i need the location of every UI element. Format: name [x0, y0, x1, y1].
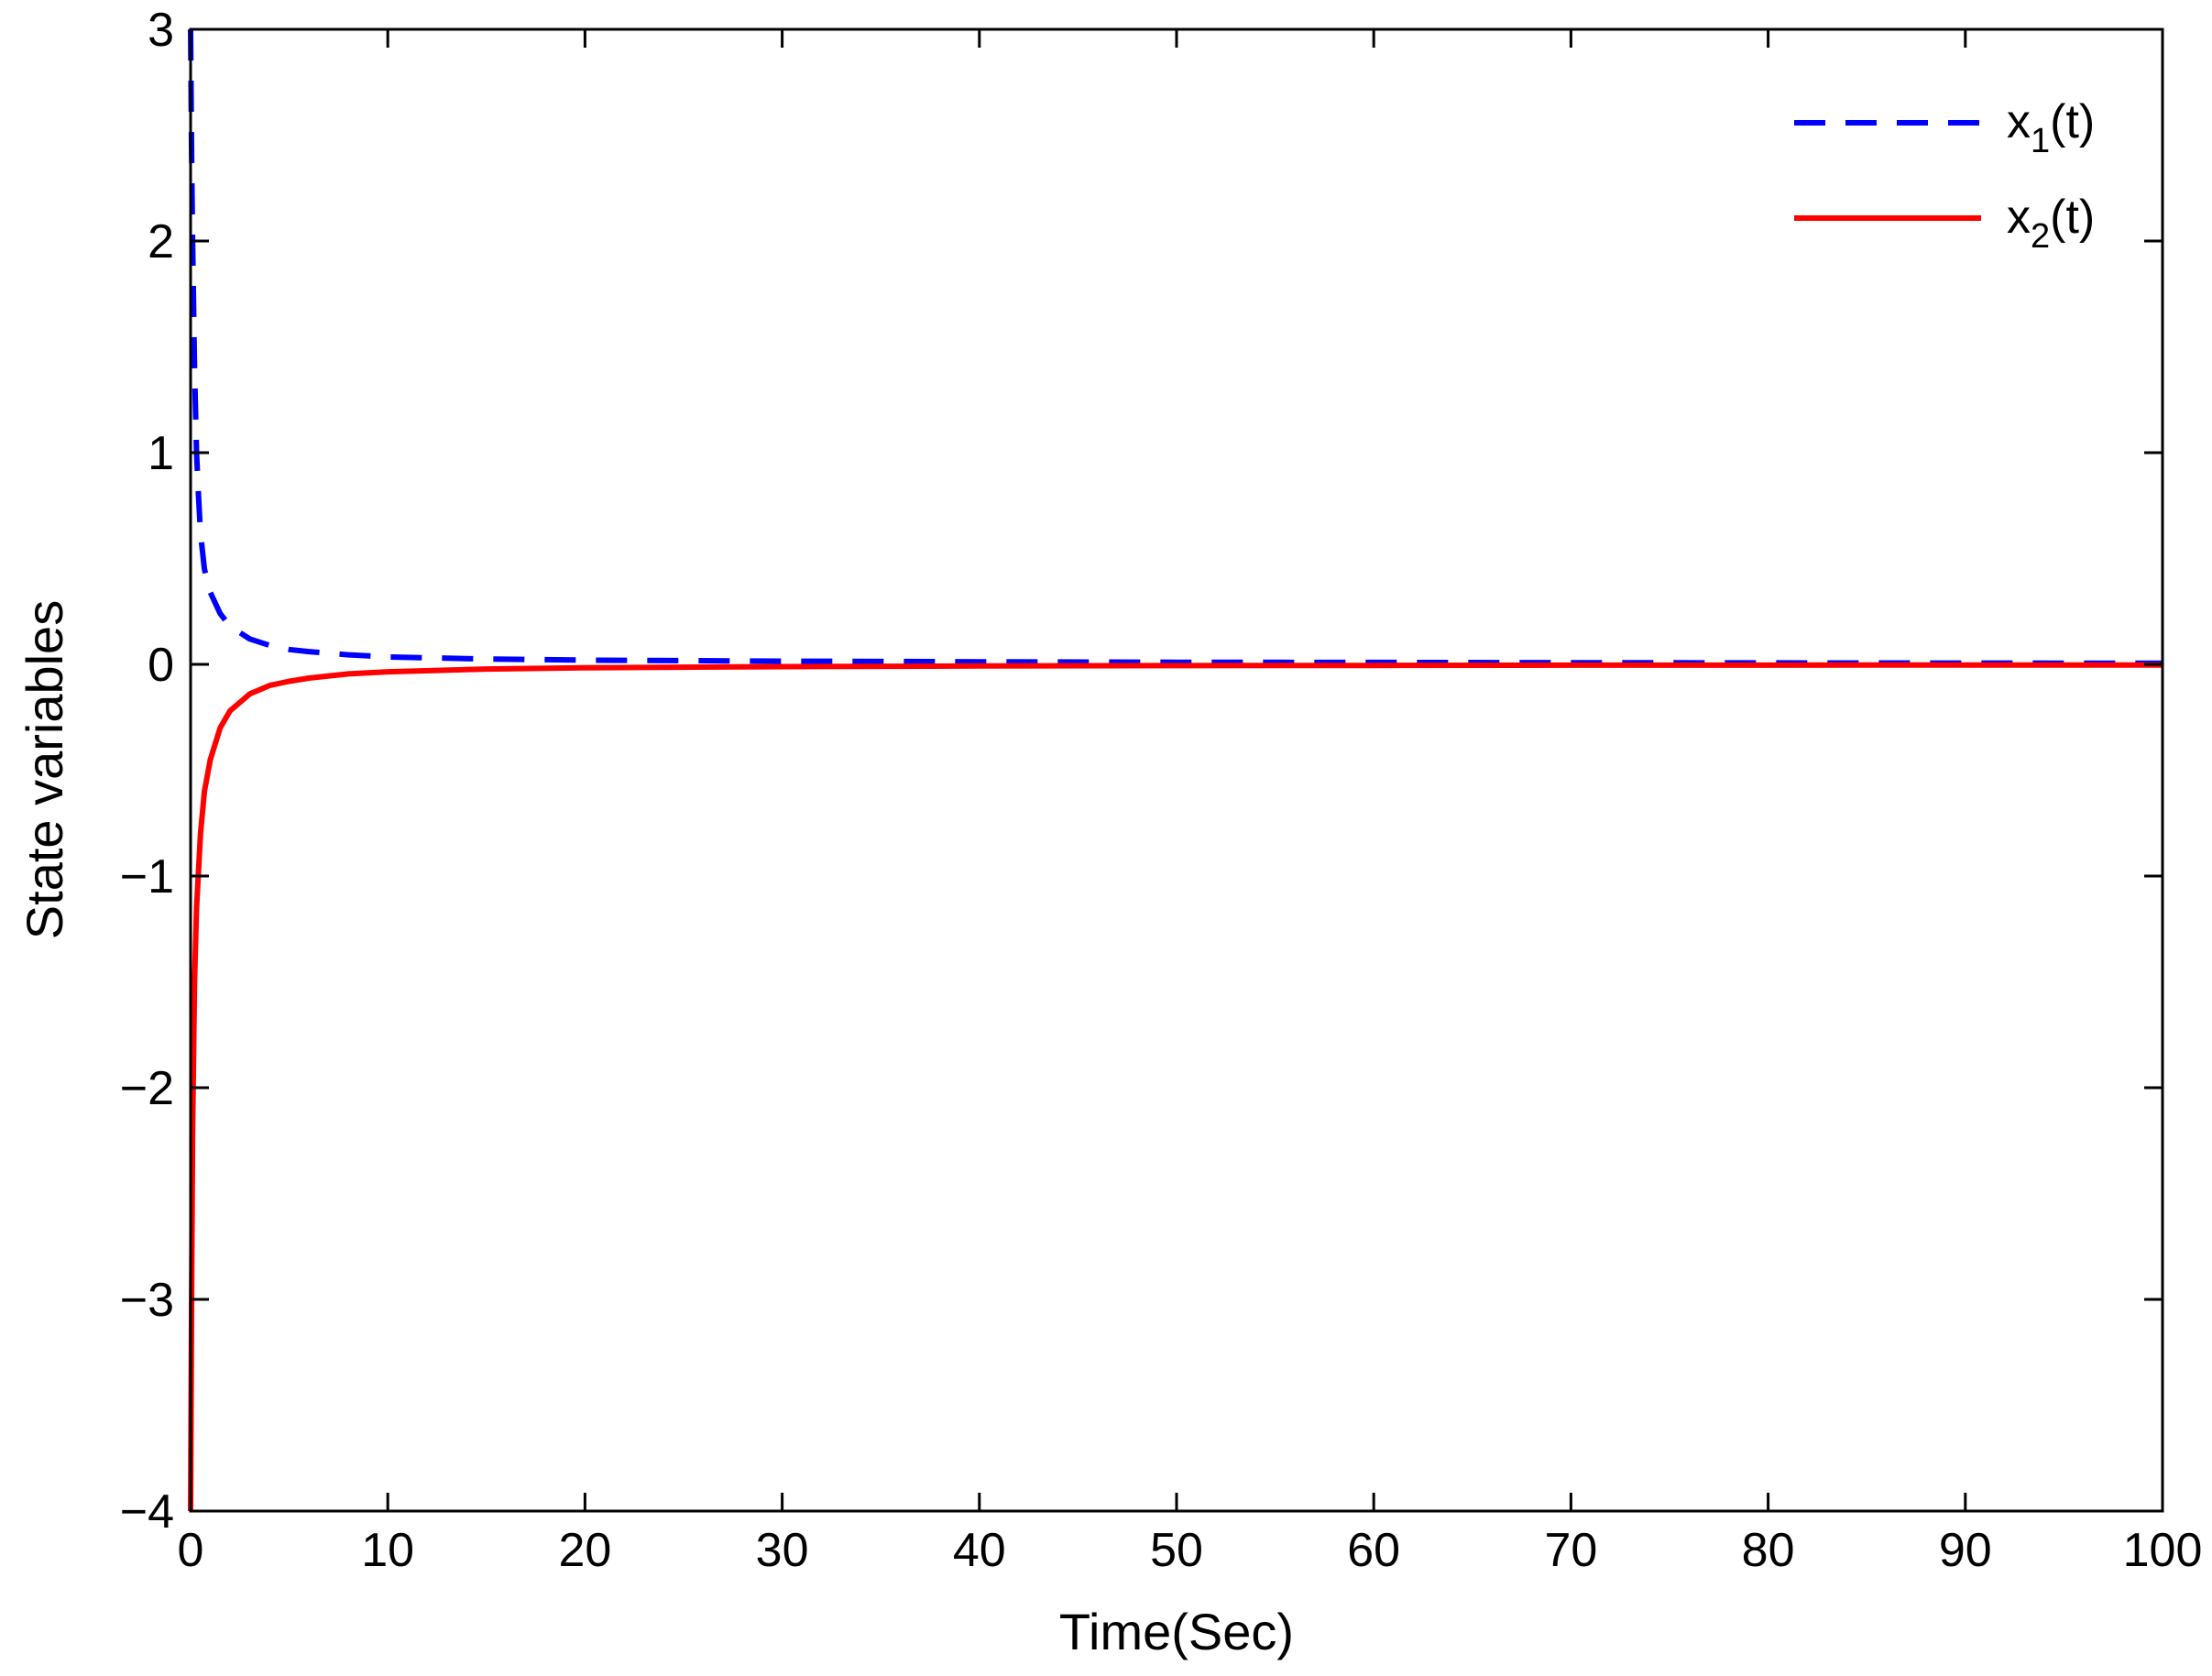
x-tick-label: 90 — [1939, 1524, 1992, 1577]
x-tick-label: 60 — [1347, 1524, 1400, 1577]
y-tick-label: −3 — [120, 1274, 174, 1327]
y-tick-label: −1 — [120, 850, 174, 904]
x-tick-label: 40 — [953, 1524, 1006, 1577]
x-tick-label: 0 — [178, 1524, 204, 1577]
y-tick-label: −2 — [120, 1062, 174, 1115]
series-2-line — [188, 662, 2163, 1512]
series-layer — [188, 28, 2163, 1512]
x-axis-title: Time(Sec) — [1059, 1603, 1294, 1660]
y-tick-label: 0 — [148, 639, 174, 692]
x-tick-label: 30 — [756, 1524, 809, 1577]
x-tick-label: 70 — [1544, 1524, 1597, 1577]
y-axis-title: State variables — [16, 600, 73, 939]
x-tick-label: 80 — [1742, 1524, 1795, 1577]
plot-area — [191, 29, 2163, 1511]
plot-frame — [189, 27, 2164, 1513]
x-tick-label: 50 — [1150, 1524, 1203, 1577]
x-tick-label: 10 — [361, 1524, 414, 1577]
x-tick-label: 20 — [558, 1524, 611, 1577]
legend-label-2: x2(t) — [2007, 191, 2095, 256]
y-tick-label: 2 — [148, 215, 174, 268]
x-tick-label: 100 — [2123, 1524, 2203, 1577]
series-1-line — [188, 28, 2163, 666]
y-tick-label: −4 — [120, 1485, 174, 1539]
legend-label-1: x1(t) — [2007, 95, 2095, 160]
y-tick-label: 3 — [148, 4, 174, 57]
legend: x1(t) x2(t) — [1794, 95, 2095, 256]
y-tick-label: 1 — [148, 427, 174, 480]
ticks-layer: 0 10 20 30 40 50 60 70 80 90 100 −4 −3 −2 −1 0 1 2 3 — [120, 4, 2203, 1577]
